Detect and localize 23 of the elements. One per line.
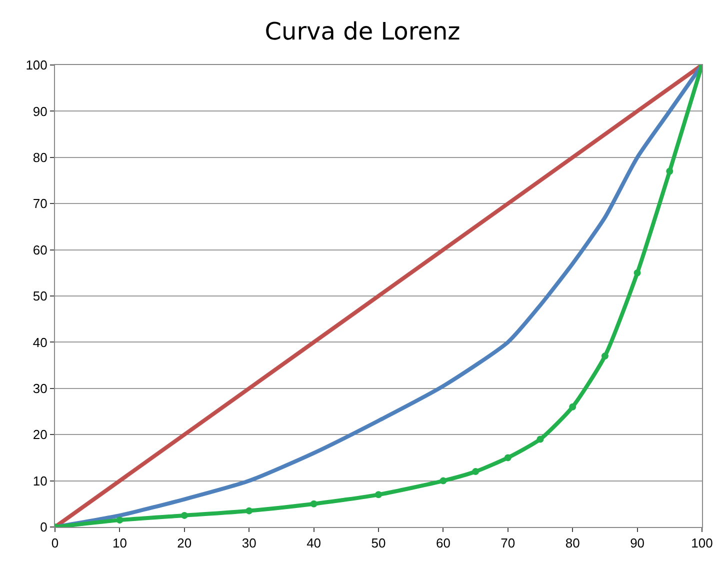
x-tick-label: 50 bbox=[371, 536, 386, 551]
y-tick-label: 10 bbox=[32, 473, 48, 488]
y-tick-label: 0 bbox=[40, 520, 48, 535]
y-tick-label: 60 bbox=[32, 242, 48, 258]
y-tick-label: 90 bbox=[32, 104, 48, 119]
y-tick-label: 70 bbox=[32, 196, 48, 212]
y-tick-label: 50 bbox=[32, 288, 48, 304]
y-tick-label: 80 bbox=[32, 150, 48, 165]
x-tick-label: 40 bbox=[306, 536, 322, 551]
x-tick-label: 0 bbox=[51, 536, 59, 551]
y-tick-label: 30 bbox=[32, 380, 48, 396]
x-tick-label: 90 bbox=[630, 536, 645, 551]
x-tick-label: 80 bbox=[565, 536, 580, 551]
x-tick-label: 20 bbox=[177, 536, 192, 551]
x-tick-label: 30 bbox=[242, 536, 256, 551]
x-tick-label: 70 bbox=[500, 536, 516, 551]
y-tick-label: 40 bbox=[32, 334, 48, 350]
y-tick-label: 100 bbox=[26, 58, 48, 73]
x-tick-label: 60 bbox=[436, 536, 450, 551]
x-tick-label: 100 bbox=[691, 536, 713, 551]
chart-title: Curva de Lorenz bbox=[264, 17, 460, 46]
y-tick-label: 20 bbox=[32, 427, 48, 442]
x-tick-label: 10 bbox=[112, 536, 127, 551]
